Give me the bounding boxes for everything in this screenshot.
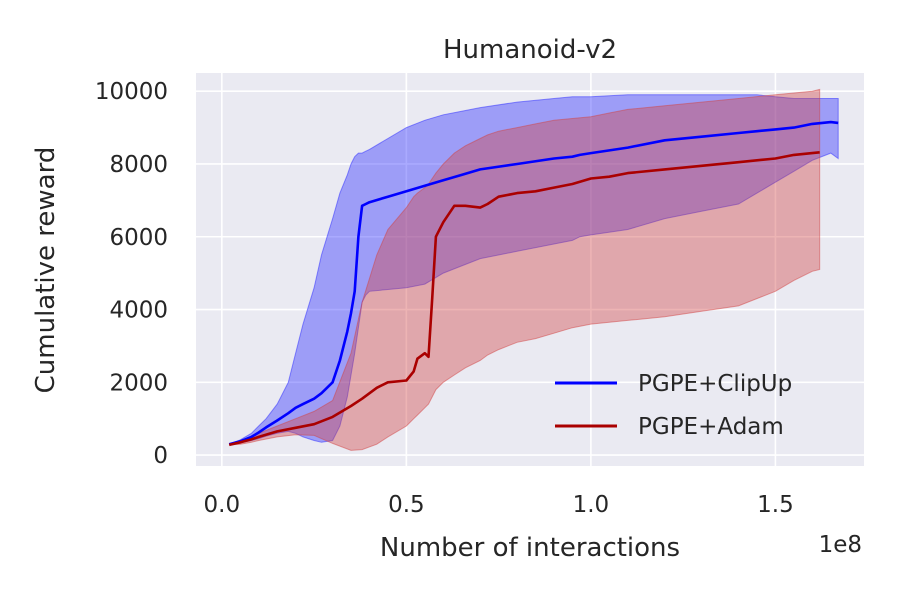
legend: PGPE+ClipUp PGPE+Adam xyxy=(555,371,792,440)
y-tick-label: 6000 xyxy=(109,225,168,251)
chart-title: Humanoid-v2 xyxy=(443,35,617,65)
x-axis-label: Number of interactions xyxy=(380,533,680,563)
x-tick-label: 1.5 xyxy=(757,492,794,518)
y-tick-label: 8000 xyxy=(109,152,168,178)
band-clipup xyxy=(229,94,839,445)
x-offset-label: 1e8 xyxy=(819,532,862,558)
y-tick-label: 0 xyxy=(153,443,168,469)
x-tick-label: 0.5 xyxy=(388,492,425,518)
plot-background xyxy=(196,73,864,466)
line-adam xyxy=(228,151,820,447)
legend-label-adam: PGPE+Adam xyxy=(638,414,784,440)
x-tick-labels: 0.0 0.5 1.0 1.5 xyxy=(204,492,794,518)
y-tick-label: 10000 xyxy=(95,79,168,105)
line-clipup xyxy=(228,120,839,446)
confidence-bands xyxy=(229,88,839,451)
grid xyxy=(196,73,864,466)
x-tick-label: 0.0 xyxy=(204,492,241,518)
legend-label-clipup: PGPE+ClipUp xyxy=(638,371,792,397)
y-tick-label: 2000 xyxy=(109,370,168,396)
y-tick-labels: 0 2000 4000 6000 8000 10000 xyxy=(95,79,168,469)
series-lines xyxy=(228,120,839,447)
band-adam xyxy=(229,88,821,451)
y-axis-label: Cumulative reward xyxy=(31,147,61,394)
y-tick-label: 4000 xyxy=(109,298,168,324)
x-tick-label: 1.0 xyxy=(573,492,610,518)
